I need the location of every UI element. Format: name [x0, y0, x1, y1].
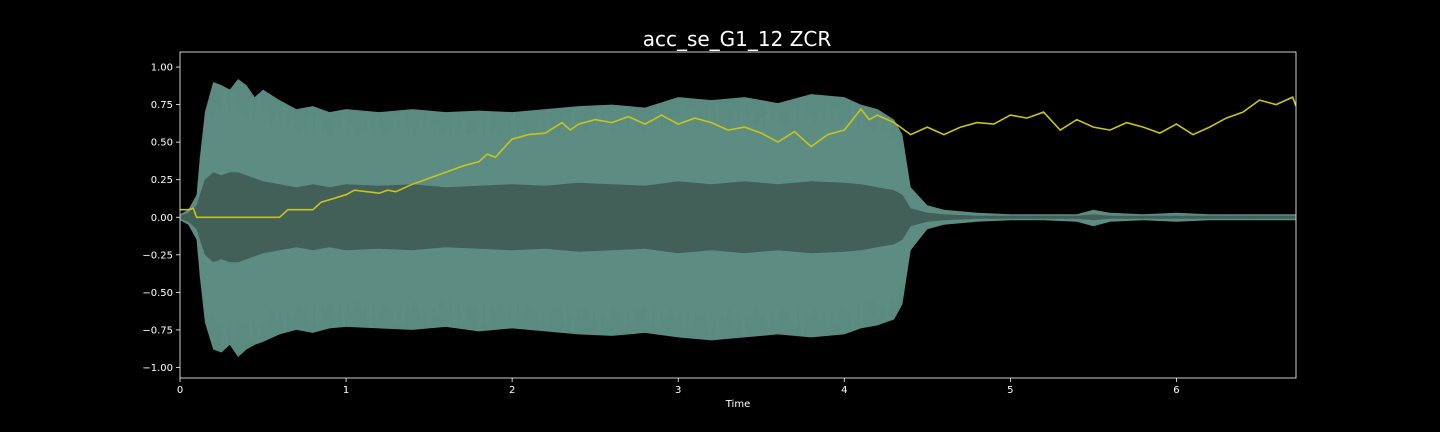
x-tick-label: 3 — [675, 385, 681, 396]
axes: 0 1 2 3 4 5 6 −1.00 −0.75 −0.50 −0.25 0.00 0.25 0.50 0… — [142, 51, 1297, 396]
plot-area — [180, 79, 1296, 357]
x-tick-label: 1 — [343, 385, 349, 396]
zcr-line — [180, 96, 1296, 219]
y-tick-label: 0.25 — [151, 175, 173, 186]
x-tick-label: 4 — [841, 385, 847, 396]
y-tick-label: 1.00 — [151, 63, 173, 74]
y-tick-label: −0.25 — [142, 250, 173, 261]
x-axis-title: Time — [725, 399, 750, 410]
y-tick-label: 0.00 — [151, 213, 173, 224]
waveform-texture — [180, 90, 1296, 346]
x-tick-label: 5 — [1007, 385, 1013, 396]
chart-title: acc_se_G1_12 ZCR — [643, 27, 832, 51]
x-tick-label: 2 — [509, 385, 515, 396]
plot-content — [180, 79, 1296, 357]
y-tick-label: 0.75 — [151, 100, 173, 111]
y-tick-label: 0.50 — [151, 138, 173, 149]
x-tick-label: 6 — [1173, 385, 1179, 396]
y-tick-label: −0.75 — [142, 325, 173, 336]
y-tick-label: −1.00 — [142, 363, 173, 374]
y-tick-label: −0.50 — [142, 288, 173, 299]
x-tick-label: 0 — [177, 385, 183, 396]
plot-frame — [179, 51, 1297, 379]
